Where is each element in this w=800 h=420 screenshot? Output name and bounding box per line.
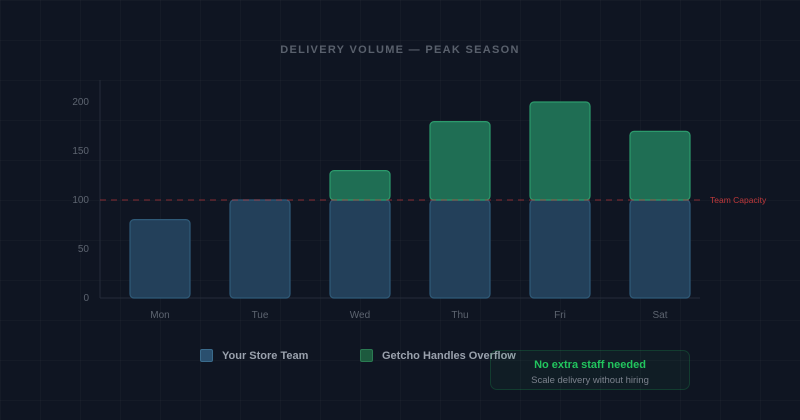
x-tick-label: Tue [252, 310, 269, 321]
x-tick-label: Thu [451, 310, 468, 321]
bar-getcho-overflow [329, 170, 391, 201]
bar-store-team [429, 199, 491, 299]
y-tick-label: 100 [72, 195, 89, 206]
bar-store-team [329, 199, 391, 299]
y-tick-label: 200 [72, 97, 89, 108]
bar-store-team [229, 199, 291, 299]
x-tick-label: Wed [350, 310, 370, 321]
x-tick-label: Sat [652, 310, 667, 321]
legend-item-store-team: Your Store Team [200, 349, 308, 362]
bar-store-team [529, 199, 591, 299]
bar-getcho-overflow [529, 101, 591, 201]
bar-store-team [129, 219, 191, 299]
legend-swatch [360, 349, 373, 362]
y-tick-label: 0 [83, 293, 89, 304]
callout-headline: No extra staff needed [534, 359, 646, 371]
y-tick-label: 50 [78, 244, 90, 255]
y-tick-label: 150 [72, 146, 89, 157]
callout-box: No extra staff needed Scale delivery wit… [490, 350, 690, 390]
x-tick-label: Fri [554, 310, 566, 321]
legend-label: Your Store Team [222, 349, 309, 362]
legend-label: Getcho Handles Overflow [382, 349, 516, 362]
bar-getcho-overflow [629, 130, 691, 201]
bar-store-team [629, 199, 691, 299]
legend-item-getcho: Getcho Handles Overflow [360, 349, 516, 362]
callout-subtext: Scale delivery without hiring [531, 375, 649, 386]
x-tick-label: Mon [150, 310, 169, 321]
bar-getcho-overflow [429, 120, 491, 201]
capacity-label: Team Capacity [710, 195, 767, 205]
chart-title: DELIVERY VOLUME — PEAK SEASON [280, 44, 520, 56]
legend-swatch [200, 349, 213, 362]
